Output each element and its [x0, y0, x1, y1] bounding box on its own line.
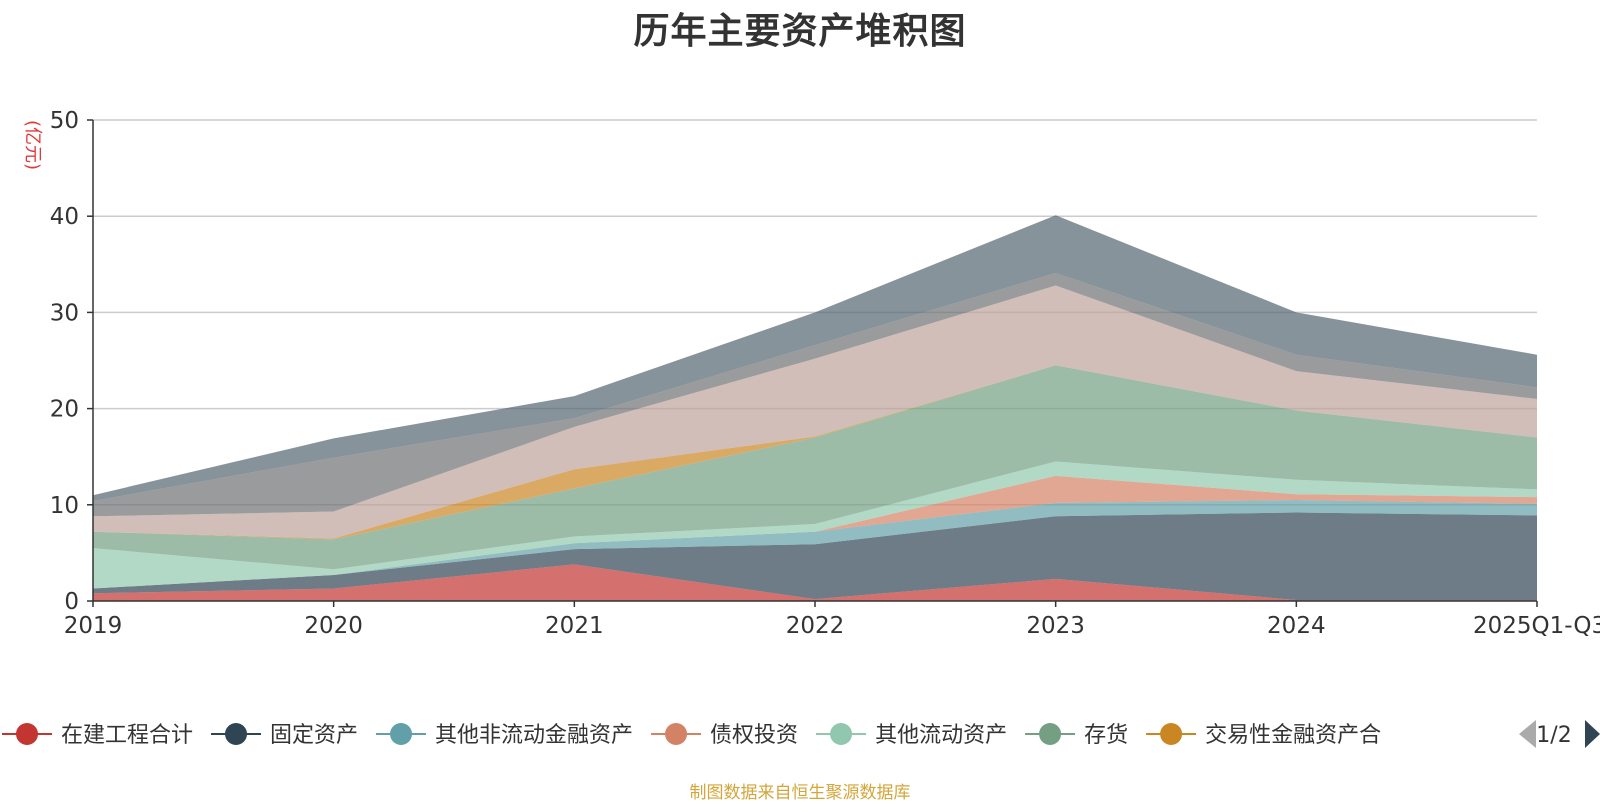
axes: 0 10 20 30 40 50 2019 2020 2021 2022 2023 2024 2025Q…	[22, 108, 1600, 639]
legend-prev-arrow-icon[interactable]	[1519, 720, 1536, 748]
area-4	[93, 461, 1537, 589]
legend-item[interactable]: 存货	[1025, 723, 1128, 748]
legend-label: 其他流动资产	[875, 723, 1007, 748]
x-tick-label: 2022	[786, 613, 845, 639]
legend-item[interactable]: 在建工程合计	[2, 723, 193, 748]
legend-marker	[16, 723, 38, 745]
area-8	[93, 273, 1537, 517]
x-tick-label: 2024	[1267, 613, 1326, 639]
legend-marker	[225, 723, 248, 745]
source-note: 制图数据来自恒生聚源数据库	[689, 783, 911, 803]
area-0	[93, 564, 1537, 601]
legend-page-indicator: 1/2	[1536, 723, 1571, 748]
x-tick-label: 2025Q1-Q3	[1473, 613, 1600, 639]
area-1	[93, 512, 1537, 600]
y-tick-label: 20	[50, 397, 79, 423]
legend-item[interactable]: 债权投资	[651, 723, 798, 748]
legend-label: 在建工程合计	[61, 723, 193, 748]
legend: 在建工程合计 固定资产 其他非流动金融资产 债权投资 其他流动资产 存货 交易性金融资产合 1…	[2, 720, 1600, 748]
y-tick-label: 0	[64, 589, 79, 615]
area-5	[93, 365, 1537, 570]
area-7	[93, 285, 1537, 539]
legend-marker	[830, 723, 853, 745]
legend-marker	[390, 723, 413, 745]
y-tick-label: 10	[50, 493, 79, 519]
legend-label: 存货	[1084, 723, 1128, 748]
y-tick-label: 50	[50, 108, 79, 134]
x-tick-label: 2020	[304, 613, 363, 639]
y-axis-unit-label: (亿元)	[22, 120, 43, 170]
legend-label: 其他非流动金融资产	[435, 723, 633, 748]
legend-item[interactable]: 交易性金融资产合	[1146, 723, 1381, 748]
legend-label: 固定资产	[270, 723, 358, 748]
x-tick-label: 2023	[1026, 613, 1085, 639]
legend-pager: 1/2	[1519, 720, 1600, 748]
x-tick-label: 2021	[545, 613, 604, 639]
legend-label: 债权投资	[710, 723, 798, 748]
legend-item[interactable]: 固定资产	[211, 723, 358, 748]
legend-item[interactable]: 其他流动资产	[816, 723, 1007, 748]
y-tick-label: 30	[50, 300, 79, 326]
chart-title: 历年主要资产堆积图	[633, 11, 967, 52]
legend-next-arrow-icon[interactable]	[1585, 720, 1600, 748]
x-tick-label: 2019	[64, 613, 123, 639]
area-2	[93, 500, 1537, 589]
y-tick-label: 40	[50, 204, 79, 230]
legend-marker	[665, 723, 688, 745]
legend-marker	[1160, 723, 1183, 745]
legend-label: 交易性金融资产合	[1205, 723, 1381, 748]
area-9	[93, 215, 1537, 501]
area-series	[93, 215, 1537, 601]
legend-item[interactable]: 其他非流动金融资产	[376, 723, 633, 748]
legend-marker	[1039, 723, 1062, 745]
